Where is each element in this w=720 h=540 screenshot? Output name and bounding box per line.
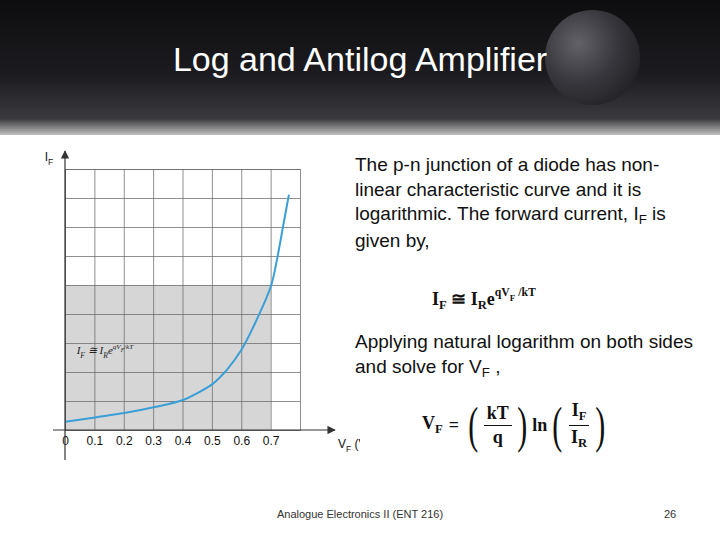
- svg-text:0: 0: [62, 434, 69, 448]
- html-text:Analogue Electronics II (ENT 2: Analogue Electronics II (ENT 216): [276, 508, 443, 520]
- svg-text:0.1: 0.1: [87, 434, 104, 448]
- svg-text:IF ≅ IReqVF/kT: IF ≅ IReqVF/kT: [76, 343, 135, 359]
- html-text:IF: IF: [571, 400, 587, 423]
- svg-text:0.2: 0.2: [116, 434, 133, 448]
- html-text:IF≅ IReqVF/kT: IF≅ IReqVF/kT: [432, 286, 536, 312]
- html-text:26: 26: [663, 508, 677, 520]
- html-text:VF =: VF =: [422, 413, 459, 437]
- svg-text:0.4: 0.4: [175, 434, 192, 448]
- svg-text:VF (V): VF (V): [338, 437, 360, 454]
- svg-text:0.5: 0.5: [204, 434, 221, 448]
- svg-text:IF: IF: [45, 150, 53, 167]
- html-text:Log and Antilog Amplifier: Log and Antilog Amplifier: [172, 40, 548, 78]
- svg-text:0.7: 0.7: [263, 434, 280, 448]
- html-text:The p-n junction of a diode ha: The p-n junction of a diode has non-line…: [355, 154, 666, 251]
- html-text:IR: IR: [571, 426, 588, 450]
- html-text:kT: kT: [486, 402, 509, 423]
- html-text:ln: ln: [532, 414, 548, 435]
- svg-text:0.3: 0.3: [145, 434, 162, 448]
- svg-text:0.6: 0.6: [233, 434, 250, 448]
- html-text:Applying natural logarithm on: Applying natural logarithm on both sides…: [355, 331, 693, 380]
- html-text:q: q: [492, 426, 503, 447]
